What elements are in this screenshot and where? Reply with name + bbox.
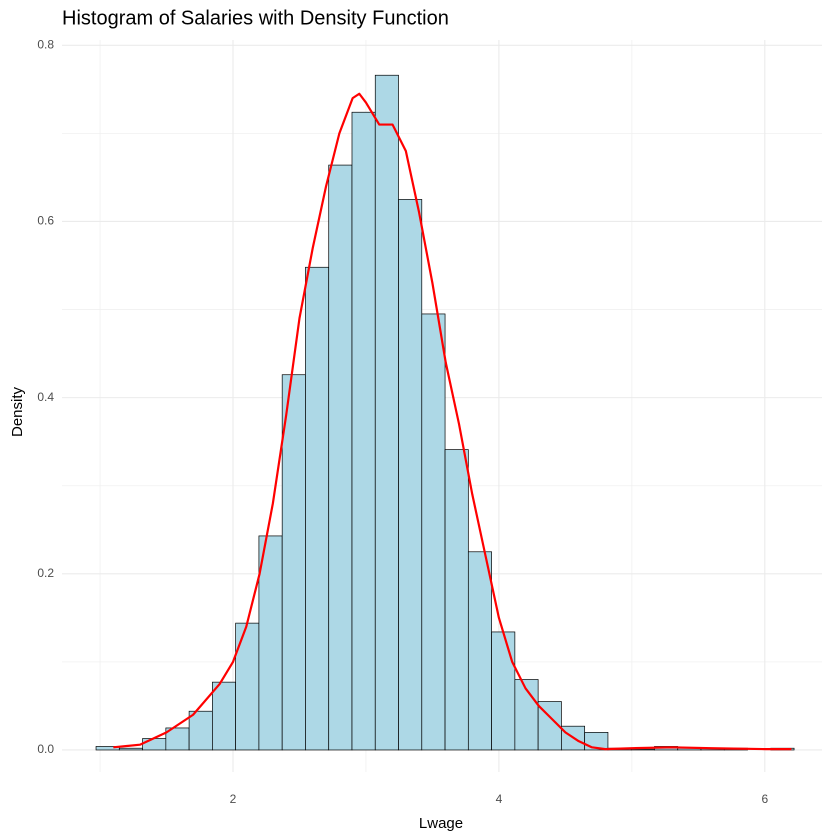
bar — [258, 535, 283, 751]
bar — [491, 631, 516, 751]
y-tick-label: 0.8 — [37, 37, 54, 51]
bar — [212, 681, 236, 751]
bar — [328, 164, 353, 751]
bar — [467, 551, 492, 751]
bar — [142, 738, 167, 751]
bar — [444, 449, 469, 751]
bar — [235, 622, 260, 751]
bar — [188, 710, 213, 751]
y-axis-label: Density — [9, 386, 26, 437]
bar — [305, 266, 330, 751]
plot-area — [95, 74, 795, 751]
y-tick-label: 0.0 — [37, 742, 54, 756]
x-tick-label: 2 — [230, 792, 237, 806]
y-tick-label: 0.6 — [37, 214, 54, 228]
x-tick-label: 6 — [761, 792, 768, 806]
bar — [421, 313, 446, 751]
bar — [281, 374, 306, 751]
y-tick-label: 0.4 — [37, 390, 54, 404]
bar — [537, 701, 562, 751]
bar — [351, 111, 376, 751]
density-line — [113, 92, 792, 751]
chart-title: Histogram of Salaries with Density Funct… — [62, 7, 449, 29]
bar — [118, 747, 143, 751]
bar — [398, 199, 423, 751]
x-axis-label: Lwage — [419, 815, 463, 832]
bar — [374, 74, 399, 751]
x-tick-label: 4 — [496, 792, 503, 806]
y-tick-label: 0.2 — [37, 566, 54, 580]
